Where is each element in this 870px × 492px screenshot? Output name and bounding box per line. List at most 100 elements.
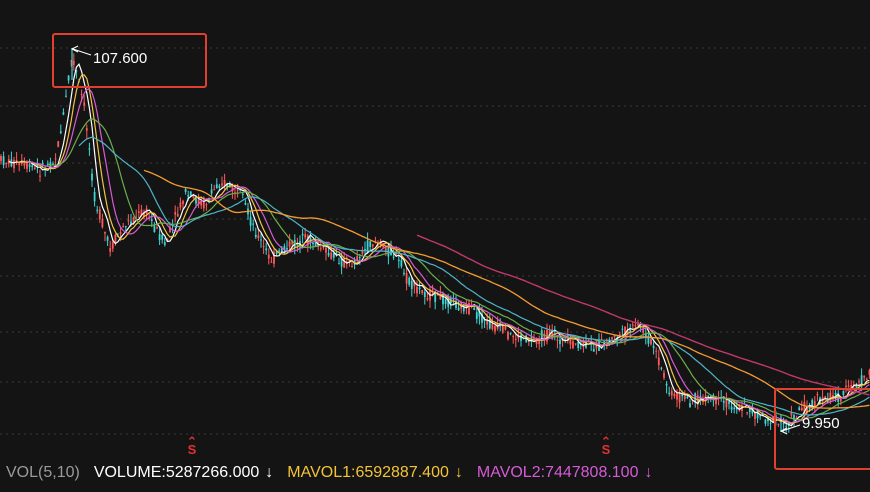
candle-body [540,330,543,341]
candle-body [733,407,736,409]
candle-body [621,328,624,330]
mavol2-value: MAVOL2:7447808.100 ↓ [476,464,653,481]
candle-body [291,240,294,245]
candle-body [572,341,574,349]
candle-body [26,161,28,169]
candle-body [839,397,842,402]
moving-average-lines [8,63,870,427]
signal-marker-1[interactable]: ⌃ S [186,434,198,456]
candle-body [533,338,535,340]
candle-body [101,219,104,228]
candle-body [28,164,31,167]
candle-body [249,216,252,226]
high-price-label: 107.600 [93,50,148,67]
candle-body [462,307,465,312]
candle-body [631,324,634,326]
candle-body [777,423,780,425]
candle-body [236,189,239,191]
candle-body [423,292,426,298]
candle-body [657,357,660,366]
candle-body [301,234,304,236]
candle-body [80,93,83,95]
candle-body [655,350,658,352]
candle-body [75,70,78,72]
candle-body [192,196,195,198]
candle-body [434,292,437,303]
high-annotation-box [52,33,207,88]
candle-body [15,159,18,162]
candle-body [187,195,190,197]
candle-body [397,259,400,262]
candle-body [403,272,405,275]
candle-body [252,223,255,225]
candle-body [140,209,143,216]
candle-body [351,266,353,268]
volume-indicator-bar: VOL(5,10) VOLUME:5287266.000 ↓ MAVOL1:659… [0,458,870,488]
candle-body [111,242,114,249]
candle-body [813,401,816,408]
candle-body [166,238,169,241]
candle-body [200,201,203,206]
candle-body [49,162,52,169]
candle-body [244,202,247,205]
candle-body [834,392,837,396]
candle-body [634,325,637,327]
candle-body [455,301,457,308]
candle-body [2,156,5,166]
candle-body [722,400,725,403]
candle-body [647,335,650,344]
candle-body [106,236,109,241]
candle-body [624,326,626,337]
candle-body [683,395,686,400]
volume-indicator-title[interactable]: VOL(5,10) [6,464,80,481]
candle-body [23,162,26,166]
arrow-down-icon: ↓ [644,464,653,481]
candle-body [759,415,762,417]
signal-marker-text: S [601,442,611,457]
arrow-down-icon: ↓ [454,464,463,481]
candle-body [283,246,286,250]
candlestick-chart[interactable] [0,0,870,455]
candle-body [213,189,216,191]
low-annotation-box [774,388,870,470]
candle-body [504,325,507,330]
candle-body [395,252,398,255]
candle-body [104,231,106,234]
candle-body [499,324,502,327]
candle-body [356,256,359,261]
candle-body [114,234,117,243]
candle-body [845,385,847,388]
candle-body [626,330,629,336]
candle-body [267,254,270,259]
signal-marker-2[interactable]: ⌃ S [600,435,612,457]
signal-marker-caret-icon: ⌃ [186,434,198,449]
candle-body [699,396,702,401]
candle-body [124,226,127,228]
ma-cyan-line [78,136,870,416]
candle-body [390,246,392,256]
candle-body [70,60,73,62]
candle-body [18,163,21,166]
candle-body [392,256,395,258]
candle-body [384,247,387,253]
candle-body [475,312,478,320]
candle-body [327,253,330,256]
candle-body [491,323,494,330]
candle-body [678,393,681,403]
candle-body [312,242,314,245]
candle-body [447,298,450,307]
candle-body [306,235,309,246]
candle-body [738,404,741,411]
candle-body [260,239,262,241]
candle-body [816,394,819,396]
candle-body [122,226,125,228]
candle-body [41,162,44,167]
candle-body [340,257,343,267]
candle-body [54,158,57,160]
candle-body [135,217,138,219]
ma-magenta-line [26,88,870,424]
candle-body [756,409,759,419]
candle-body [96,209,99,211]
candle-body [62,112,65,115]
candle-body [800,408,803,411]
